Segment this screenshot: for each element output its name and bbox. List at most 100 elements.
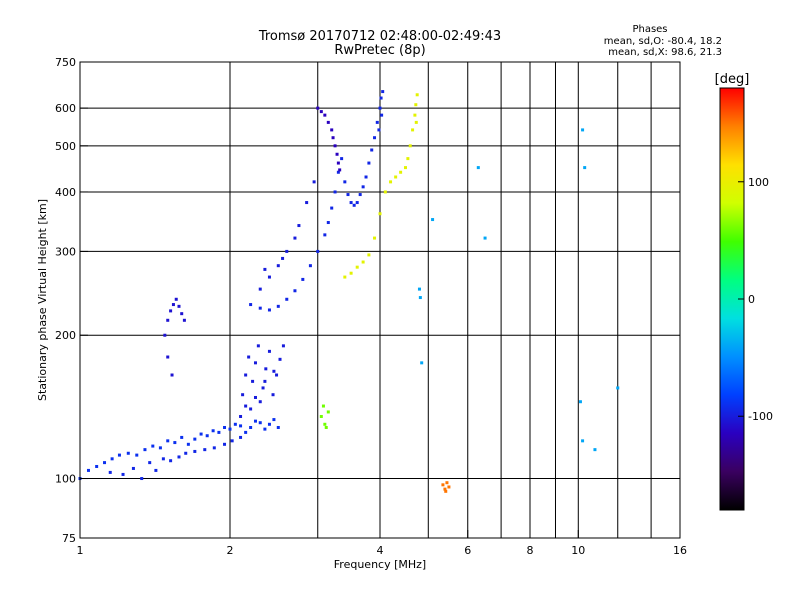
data-point-10-5 — [483, 236, 487, 240]
y-tick-label-4: 400 — [55, 186, 76, 199]
data-point-1-9 — [184, 451, 188, 455]
data-point-3-9 — [170, 373, 174, 377]
data-point-7-11 — [403, 166, 407, 170]
data-point-5-5 — [331, 136, 335, 140]
data-point-4-17 — [349, 201, 353, 205]
data-point-9-2 — [326, 410, 330, 414]
data-point-1-10 — [193, 449, 197, 453]
data-point-0-21 — [228, 427, 232, 431]
data-point-10-1 — [418, 296, 422, 300]
data-point-4-12 — [333, 190, 337, 194]
data-point-10-0 — [417, 287, 421, 291]
data-point-4-7 — [308, 264, 312, 268]
data-point-5-8 — [336, 161, 340, 165]
data-point-1-1 — [121, 472, 125, 476]
data-point-1-4 — [148, 461, 152, 465]
data-point-4-9 — [323, 233, 327, 237]
data-point-5-2 — [323, 113, 327, 117]
data-point-7-8 — [389, 180, 393, 184]
data-point-7-10 — [399, 170, 403, 174]
data-point-2-10 — [264, 367, 268, 371]
data-point-0-10 — [158, 446, 162, 450]
data-point-0-1 — [86, 468, 90, 472]
data-point-2-0 — [239, 414, 243, 418]
data-point-2-5 — [251, 379, 255, 383]
data-point-9-0 — [319, 414, 323, 418]
data-point-1-11 — [203, 448, 207, 452]
data-point-6-7 — [297, 224, 301, 228]
data-point-4-14 — [340, 157, 344, 161]
data-point-7-2 — [355, 265, 359, 269]
data-point-1-3 — [140, 477, 144, 481]
data-point-4-19 — [355, 201, 359, 205]
data-point-4-29 — [381, 90, 385, 94]
data-point-0-3 — [103, 461, 107, 465]
data-point-4-24 — [370, 148, 374, 152]
data-point-10-8 — [581, 439, 585, 443]
data-point-6-0 — [258, 287, 262, 291]
data-point-7-3 — [361, 260, 365, 264]
data-point-8-0 — [441, 483, 445, 487]
data-point-2-16 — [244, 404, 248, 408]
data-point-10-9 — [593, 448, 597, 452]
data-point-3-8 — [166, 355, 170, 359]
data-point-4-0 — [249, 303, 253, 307]
data-point-3-4 — [174, 297, 178, 301]
data-point-8-3 — [447, 485, 451, 489]
data-point-10-11 — [578, 400, 582, 404]
data-point-0-2 — [95, 464, 99, 468]
data-point-2-18 — [263, 379, 267, 383]
data-point-7-18 — [414, 120, 418, 124]
data-point-5-1 — [319, 110, 323, 114]
data-point-10-7 — [583, 166, 587, 170]
data-point-1-6 — [161, 457, 165, 461]
data-point-0-20 — [223, 425, 227, 429]
phase-stats-o: mean, sd,O: -80.4, 18.2 — [604, 36, 722, 47]
data-point-4-5 — [293, 289, 297, 293]
data-point-5-6 — [333, 144, 337, 148]
colorbar-tick-label-2: 100 — [748, 176, 769, 189]
data-point-6-8 — [305, 201, 309, 205]
y-tick-label-3: 300 — [55, 245, 76, 258]
y-axis-label: Stationary phase Virtual Height [km] — [36, 199, 49, 401]
data-point-8-2 — [445, 481, 449, 485]
chart-subtitle: RwPretec (8p) — [334, 43, 425, 58]
data-point-2-15 — [281, 344, 285, 348]
data-point-0-26 — [253, 419, 257, 423]
data-point-2-2 — [244, 373, 248, 377]
colorbar-label: [deg] — [715, 72, 750, 87]
data-point-0-29 — [267, 422, 271, 426]
data-point-8-1 — [443, 487, 447, 491]
data-point-10-4 — [476, 166, 480, 170]
data-point-9-3 — [321, 404, 325, 408]
data-point-2-14 — [278, 357, 282, 361]
y-tick-label-1: 100 — [55, 473, 76, 486]
x-tick-label-0: 1 — [77, 544, 84, 557]
data-point-4-23 — [367, 161, 371, 165]
data-point-2-9 — [261, 386, 265, 390]
data-point-4-28 — [379, 96, 383, 100]
phase-stats-x: mean, sd,X: 98.6, 21.3 — [608, 47, 722, 58]
data-point-4-1 — [258, 306, 262, 310]
x-tick-label-1: 2 — [227, 544, 234, 557]
data-point-6-3 — [285, 249, 289, 253]
data-point-0-13 — [180, 435, 184, 439]
data-point-0-15 — [193, 437, 197, 441]
colorbar-tick-label-0: -100 — [748, 410, 773, 423]
y-tick-label-0: 75 — [62, 532, 76, 545]
data-point-0-28 — [263, 427, 267, 431]
data-point-10-6 — [581, 128, 585, 132]
data-point-7-7 — [383, 190, 387, 194]
data-point-7-9 — [394, 175, 398, 179]
data-point-4-18 — [352, 203, 356, 207]
data-point-6-6 — [281, 256, 285, 260]
data-point-3-6 — [180, 312, 184, 316]
data-point-2-3 — [247, 355, 251, 359]
data-point-0-31 — [276, 425, 280, 429]
x-axis-label: Frequency [MHz] — [334, 558, 426, 571]
data-point-7-16 — [414, 103, 418, 107]
data-point-5-0 — [316, 106, 320, 110]
data-point-6-4 — [293, 236, 297, 240]
data-point-2-4 — [249, 407, 253, 411]
data-point-4-2 — [267, 308, 271, 312]
